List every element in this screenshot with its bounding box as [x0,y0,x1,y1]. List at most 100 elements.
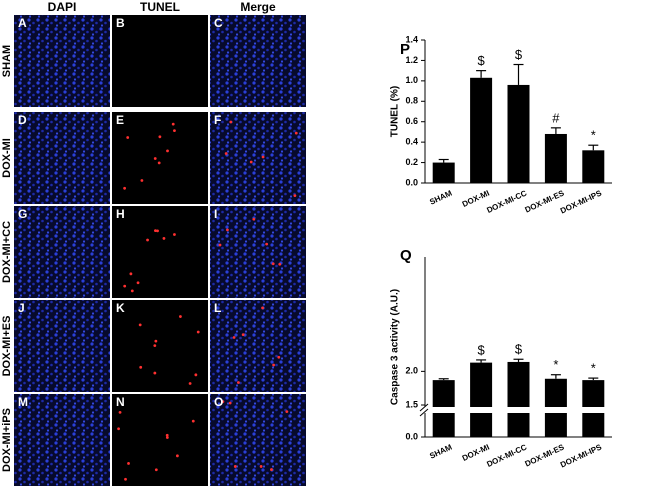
tunel-spot [153,371,157,375]
tunel-spot [140,179,144,182]
row-label: DOX-MI+CC [1,221,13,283]
tunel-spot [136,281,140,285]
tunel-spot [226,228,229,232]
chart-title: Q [400,247,412,264]
axis-break [419,407,612,413]
y-tick-label: 0.4 [405,137,418,147]
significance-mark: # [552,110,560,125]
micrograph [210,15,306,107]
tunel-spot [173,129,176,133]
panel-label: B [116,16,125,30]
tunel-spot [153,344,157,348]
micrograph [112,112,208,204]
bar [507,84,530,183]
column-header: TUNEL [140,0,180,14]
tunel-spot [124,477,127,481]
x-tick-label: DOX-MI-CC [485,442,528,468]
tunel-spot [157,161,161,165]
tunel-spot [118,410,122,414]
tunel-spot [277,355,281,359]
tunel-spot [278,262,282,266]
panel-label: O [214,395,223,409]
micrograph [14,112,110,204]
bar [582,150,605,183]
micrograph [112,300,208,392]
tunel-spot [153,157,157,160]
tunel-spot [228,401,232,405]
tunel-spot [261,306,264,310]
bar [544,133,567,183]
x-tick-label: DOX-MI-CC [485,188,528,214]
tunel-spot [271,262,275,266]
panel-label: H [116,207,125,221]
chart-title: P [400,41,410,58]
tunel-spot [191,419,195,423]
micrograph [210,112,306,204]
tunel-spot [194,373,198,377]
tunel-spot [127,462,130,465]
micrograph [210,206,306,298]
tunel-spot [293,194,297,197]
bar [432,162,455,183]
micrograph [14,15,110,107]
tunel-spot [166,149,169,153]
tunel-spot [146,238,149,242]
tunel-spot [259,465,263,468]
y-tick-label: 0.2 [405,157,418,167]
panel-label: K [116,301,125,315]
tunel-spot [179,315,182,318]
tunel-spot [249,160,253,164]
panel-label: N [116,395,125,409]
significance-mark: * [591,361,596,376]
bar [470,362,493,437]
row-label: DOX-MI [1,138,13,178]
x-tick-label: SHAM [428,188,453,206]
panel-label: I [214,207,217,221]
panel-label: E [116,113,124,127]
tunel-spot [261,155,265,159]
tunel-spot [241,333,245,336]
tunel-spot [237,381,240,384]
tunel-spot [138,323,142,327]
tunel-spot [154,229,157,233]
tunel-spot [154,468,158,472]
micrograph [14,394,110,486]
tunel-spot [123,284,127,288]
column-header: DAPI [48,0,77,14]
significance-mark: $ [515,47,523,62]
y-tick-label: 1.4 [405,34,418,44]
tunel-spot [265,242,269,246]
x-tick-label: SHAM [428,442,453,460]
tunel-spot [171,122,175,126]
panel-label: L [214,301,221,315]
panel-label: C [214,16,223,30]
tunel-spot [272,363,276,367]
tunel-spot [173,233,176,236]
significance-mark: * [553,357,558,372]
y-tick-label: 2.0 [405,366,418,376]
y-tick-label: 0.6 [405,116,418,126]
x-tick-label: DOX-MI-IPS [559,442,604,469]
panel-label: G [18,207,27,221]
y-tick-label: 1.5 [405,399,418,409]
panel-label: A [18,16,27,30]
significance-mark: $ [515,342,523,357]
y-tick-label: 0.8 [405,96,418,106]
tunel-spot [218,243,222,247]
break-slash [419,403,429,412]
tunel-spot [154,339,158,343]
tunel-spot [188,382,192,385]
tunel-spot [156,229,159,233]
x-tick-label: DOX-MI-IPS [559,188,604,215]
tunel-spot [285,410,289,414]
significance-mark: $ [477,53,485,68]
tunel-spot [229,120,233,124]
break-slash [419,408,429,417]
tunel-spot [158,135,162,139]
row-label: DOX-MI+ES [1,316,13,377]
bar [507,361,530,437]
tunel-spot [252,217,256,221]
micrograph [210,300,306,392]
